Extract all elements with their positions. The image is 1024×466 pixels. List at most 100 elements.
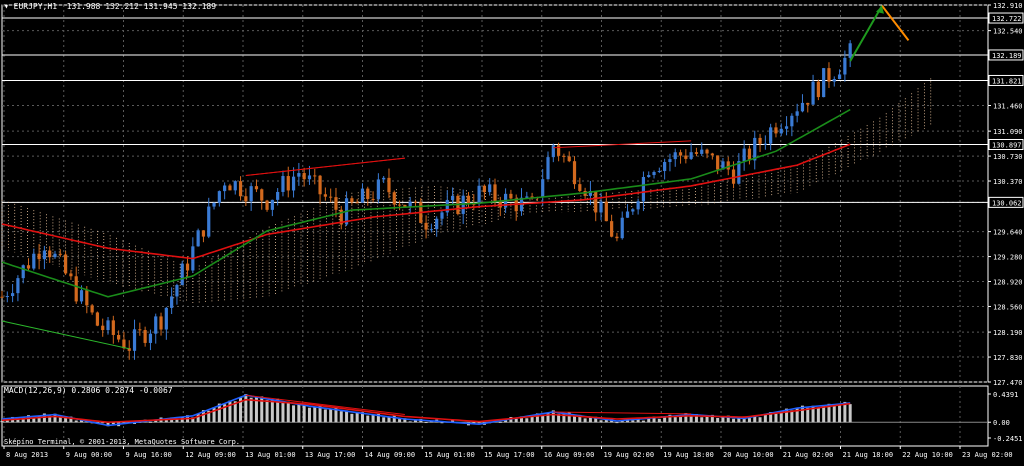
candle-body [85,290,89,306]
candle-body [106,320,110,331]
macd-bar [58,417,62,423]
trend-line-red [553,140,692,149]
macd-bar [811,405,815,423]
macd-bar [700,417,704,423]
macd-pane-frame [1,385,989,447]
candle-body [557,145,561,156]
time-tick-label: 15 Aug 17:00 [484,451,535,459]
candle-body [737,161,741,184]
macd-bar [254,397,258,423]
candle-body [329,196,333,198]
candle-body [843,57,847,75]
candle-body [207,206,211,237]
macd-bar [747,418,751,423]
macd-bar [413,420,417,423]
macd-bar [530,415,534,423]
candle-body [21,265,25,279]
macd-bar [848,404,852,423]
macd-bar [843,401,847,423]
candle-body [848,43,852,58]
candle-body [652,171,656,176]
candle-body [313,175,317,177]
candle-body [281,176,285,192]
macd-bar [520,416,524,423]
macd-bar [779,411,783,423]
price-tick-label: 129.640 [993,229,1023,237]
price-tick-label: 128.920 [993,279,1023,287]
candle-body [69,273,73,277]
macd-bar [154,419,158,423]
macd-bar [477,422,481,424]
candle-body [64,254,68,274]
macd-bar [148,421,152,423]
macd-bar [270,399,274,423]
time-tick-label: 13 Aug 01:00 [245,451,296,459]
candle-body [657,171,661,173]
macd-bar [164,419,168,423]
macd-bar [276,398,280,423]
chart-header: ▾ EURJPY,H1 131.988 132.212 131.945 132.… [4,2,216,11]
macd-bar [535,413,539,423]
price-level-label: 131.821 [992,77,1022,85]
macd-bar [382,417,386,423]
macd-bar [350,413,354,423]
candle-body [413,201,418,203]
macd-bar [604,419,608,423]
macd-bar [0,420,4,423]
candle-body [143,330,147,343]
time-tick-label: 14 Aug 09:00 [365,451,416,459]
price-tick-label: 127.830 [993,354,1023,362]
macd-histogram [0,394,852,427]
moving-average-fast [1,108,851,298]
macd-bar [541,415,545,423]
forecast-arrowhead-icon [875,5,884,14]
candle-body [716,155,720,170]
macd-bar [732,418,736,423]
time-tick-label: 22 Aug 10:00 [902,451,953,459]
macd-bar [360,412,364,423]
candle-body [694,152,699,154]
candle-body [26,265,31,269]
macd-bar [689,415,693,423]
macd-bar [286,401,290,423]
candle-body [440,212,444,219]
macd-bar [339,411,343,423]
price-tick-label: 127.470 [993,379,1023,387]
candle-body [551,145,555,158]
macd-bar [769,412,773,423]
macd-bar [498,421,502,423]
macd-bar [822,405,826,423]
candle-body [636,201,640,210]
candle-body [254,186,259,190]
dropdown-triangle-icon[interactable]: ▾ [4,2,9,11]
macd-bar [684,413,688,423]
macd-tick-label: -0.2451 [993,435,1023,443]
macd-bar [371,414,375,423]
macd-bar [424,422,428,424]
candle-body [196,230,200,247]
price-pane-frame [1,4,989,383]
macd-bar [763,414,767,423]
candle-body [700,149,704,154]
macd-bar [201,410,205,423]
macd-bar [329,408,333,423]
candle-body [276,191,280,200]
macd-bar [785,408,789,423]
macd-bar [657,418,661,423]
macd-bar [106,422,110,427]
forecast-arrow-line [881,5,910,41]
candle-body [212,202,216,207]
candle-body [16,278,20,294]
macd-bar [180,417,184,423]
candle-body [53,253,57,258]
macd-bar [816,407,820,423]
time-tick-label: 13 Aug 17:00 [305,451,356,459]
ichimoku-cloud [1,78,932,304]
trend-line-red [309,157,405,170]
macd-bar [795,407,799,423]
macd-bar [694,414,698,423]
candle-body [238,181,243,197]
macd-bar [679,415,683,423]
